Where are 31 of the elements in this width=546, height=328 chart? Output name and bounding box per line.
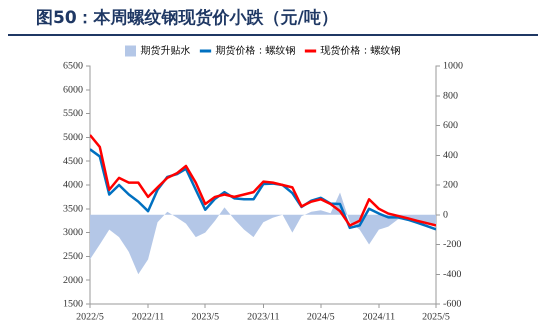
x-tick-label: 2024/5 [306, 312, 335, 323]
y-tick-label: 6000 [63, 84, 83, 96]
legend-label: 期货升贴水 [140, 44, 190, 57]
y-tick-label: 4000 [63, 180, 83, 191]
y2-tick-label: -400 [443, 268, 462, 280]
y-tick-label: 5000 [63, 132, 83, 144]
y-tick-label: 5500 [63, 108, 83, 120]
y-tick-label: 3000 [63, 227, 83, 238]
x-tick-label: 2024/11 [362, 312, 396, 323]
y-tick-label: 3500 [63, 203, 83, 214]
x-tick-label: 2023/11 [247, 312, 280, 323]
x-tick-label: 2022/11 [132, 312, 164, 323]
y-tick-label: 2500 [63, 251, 83, 262]
y2-tick-label: 200 [443, 180, 458, 191]
y-tick-label: 6500 [63, 60, 83, 72]
y2-tick-label: 0 [443, 209, 448, 220]
x-tick-label: 2022/5 [76, 312, 104, 323]
y2-tick-label: 800 [443, 90, 458, 102]
y2-tick-label: -600 [443, 298, 462, 310]
y-tick-label: 2000 [63, 274, 83, 286]
legend-label: 现货价格：螺纹钢 [320, 44, 400, 57]
x-tick-label: 2025/5 [422, 312, 450, 323]
legend-label: 期货价格：螺纹钢 [216, 44, 296, 57]
y2-tick-label: -200 [443, 239, 462, 250]
chart-title: 图50：本周螺纹钢现货价小跌（元/吨） [8, 6, 538, 36]
y-tick-label: 1500 [63, 298, 83, 310]
y2-tick-label: 1000 [443, 60, 463, 72]
x-tick-label: 2023/5 [191, 312, 220, 323]
y2-tick-label: 400 [443, 150, 458, 161]
y-tick-label: 4500 [63, 156, 83, 167]
y2-tick-label: 600 [443, 120, 458, 132]
